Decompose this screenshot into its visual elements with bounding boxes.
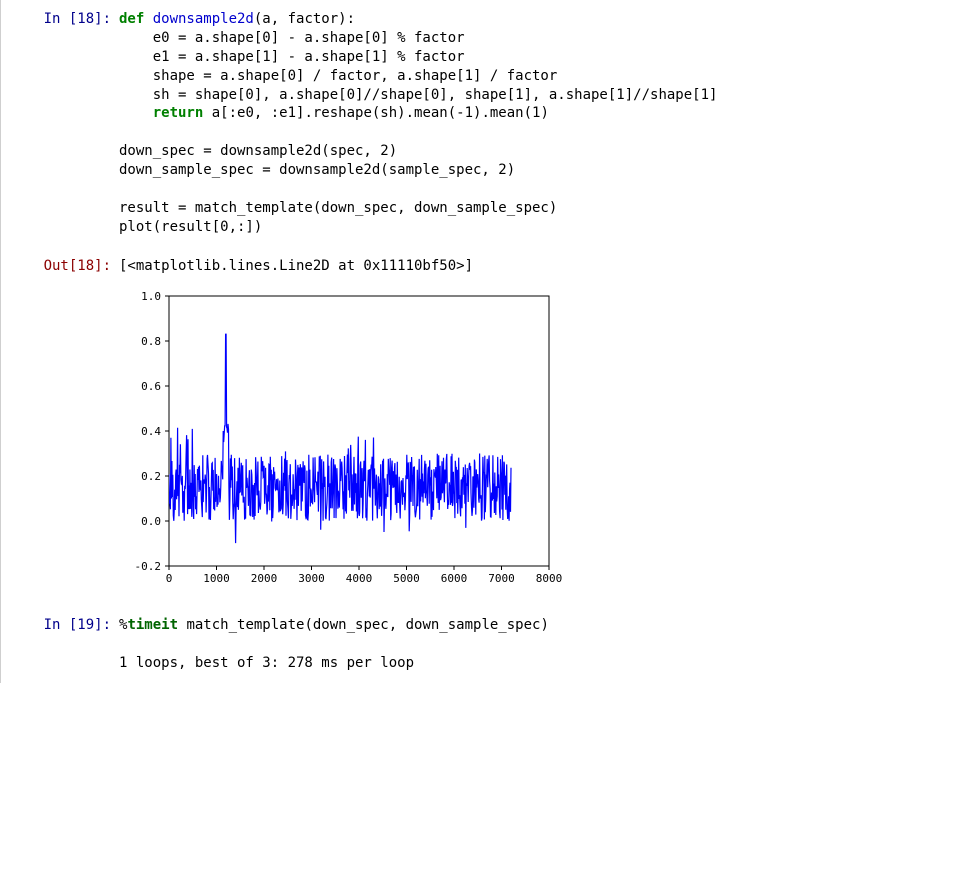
svg-text:4000: 4000 (346, 572, 373, 585)
code-body-18[interactable]: def downsample2d(a, factor): e0 = a.shap… (119, 4, 975, 243)
svg-text:-0.2: -0.2 (135, 560, 162, 573)
svg-text:0.4: 0.4 (141, 425, 161, 438)
svg-text:0.2: 0.2 (141, 470, 161, 483)
svg-text:6000: 6000 (441, 572, 468, 585)
svg-text:7000: 7000 (488, 572, 515, 585)
output-repr-18: [<matplotlib.lines.Line2D at 0x11110bf50… (119, 257, 969, 276)
code-body-19[interactable]: %timeit match_template(down_spec, down_s… (119, 610, 975, 641)
notebook-cell-in-19: In [19]: %timeit match_template(down_spe… (0, 606, 975, 645)
line-chart: 0 1000 2000 3000 4000 5000 6000 7000 8000 -0.2 0.0… (119, 286, 569, 596)
svg-text:0.6: 0.6 (141, 380, 161, 393)
out-prompt-18: Out[18]: (1, 251, 119, 602)
svg-text:2000: 2000 (251, 572, 278, 585)
svg-text:0.8: 0.8 (141, 335, 161, 348)
svg-text:3000: 3000 (298, 572, 325, 585)
in-prompt-18: In [18]: (1, 4, 119, 243)
code-editor-18[interactable]: def downsample2d(a, factor): e0 = a.shap… (119, 10, 969, 237)
stdout-body-19: 1 loops, best of 3: 278 ms per loop (119, 648, 975, 679)
notebook-cell-stdout-19: 1 loops, best of 3: 278 ms per loop (0, 644, 975, 683)
svg-text:0: 0 (166, 572, 173, 585)
empty-prompt (1, 648, 119, 679)
svg-text:0.0: 0.0 (141, 515, 161, 528)
output-body-18: [<matplotlib.lines.Line2D at 0x11110bf50… (119, 251, 975, 602)
notebook-cell-in-18: In [18]: def downsample2d(a, factor): e0… (0, 0, 975, 247)
svg-text:1000: 1000 (203, 572, 230, 585)
in-prompt-19: In [19]: (1, 610, 119, 641)
svg-text:1.0: 1.0 (141, 290, 161, 303)
svg-text:5000: 5000 (393, 572, 420, 585)
svg-text:8000: 8000 (536, 572, 563, 585)
stdout-text-19: 1 loops, best of 3: 278 ms per loop (119, 654, 969, 673)
output-chart-18: 0 1000 2000 3000 4000 5000 6000 7000 8000 -0.2 0.0… (119, 286, 969, 596)
notebook-cell-out-18: Out[18]: [<matplotlib.lines.Line2D at 0x… (0, 247, 975, 606)
code-editor-19[interactable]: %timeit match_template(down_spec, down_s… (119, 616, 969, 635)
